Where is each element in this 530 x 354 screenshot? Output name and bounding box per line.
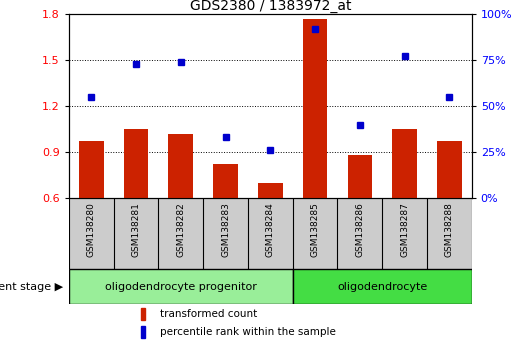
Text: oligodendrocyte: oligodendrocyte [337,282,427,292]
Bar [303,19,328,198]
Text: transformed count: transformed count [160,309,257,319]
Text: percentile rank within the sample: percentile rank within the sample [160,327,335,337]
Bar [142,308,145,320]
Text: GSM138283: GSM138283 [221,202,230,257]
Title: GDS2380 / 1383972_at: GDS2380 / 1383972_at [190,0,351,13]
Text: GSM138284: GSM138284 [266,202,275,257]
Bar [293,269,472,304]
Bar [258,183,282,198]
Text: GSM138281: GSM138281 [131,202,140,257]
Bar [123,129,148,198]
Bar [169,134,193,198]
Bar [213,165,238,198]
Text: oligodendrocyte progenitor: oligodendrocyte progenitor [105,282,257,292]
Bar [392,129,417,198]
Text: GSM138286: GSM138286 [355,202,364,257]
Bar [79,142,103,198]
Text: GSM138282: GSM138282 [176,202,186,257]
Bar [348,155,372,198]
Text: GSM138287: GSM138287 [400,202,409,257]
Text: GSM138288: GSM138288 [445,202,454,257]
Text: GSM138285: GSM138285 [311,202,320,257]
Bar [69,269,293,304]
Text: development stage ▶: development stage ▶ [0,282,64,292]
Bar [437,142,462,198]
Bar [142,326,145,338]
Text: GSM138280: GSM138280 [87,202,96,257]
